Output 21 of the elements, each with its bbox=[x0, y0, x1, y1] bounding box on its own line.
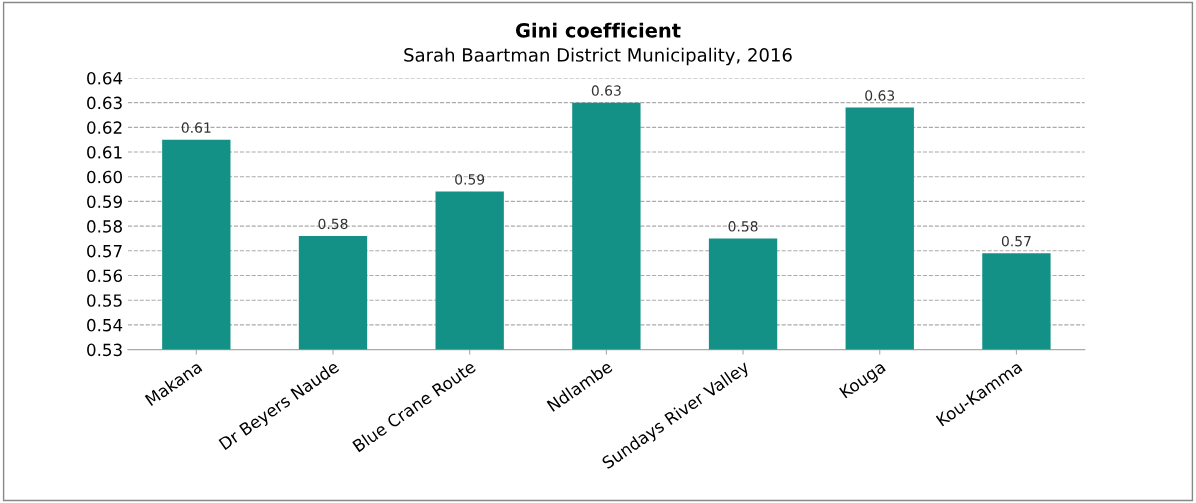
chart-title: Gini coefficient bbox=[515, 22, 681, 38]
y-tick-label: 0.64 bbox=[87, 71, 123, 85]
y-tick-label: 0.54 bbox=[87, 318, 123, 332]
data-label: 0.58 bbox=[318, 218, 348, 230]
y-tick-label: 0.60 bbox=[87, 170, 122, 184]
y-tick-label: 0.57 bbox=[87, 244, 122, 258]
data-label: 0.57 bbox=[1001, 235, 1031, 247]
chart-subtitle: Sarah Baartman District Municipality, 2016 bbox=[404, 47, 792, 66]
data-label: 0.63 bbox=[865, 90, 895, 101]
y-tick-label: 0.63 bbox=[87, 96, 122, 110]
y-tick-label: 0.61 bbox=[87, 146, 122, 159]
data-label: 0.59 bbox=[455, 174, 485, 185]
data-label: 0.61 bbox=[181, 122, 211, 133]
y-tick-label: 0.56 bbox=[87, 269, 123, 283]
y-tick-label: 0.58 bbox=[87, 220, 122, 233]
y-tick-label: 0.59 bbox=[87, 195, 122, 208]
y-tick-label: 0.53 bbox=[87, 343, 122, 357]
y-tick-label: 0.62 bbox=[87, 121, 122, 134]
y-tick-label: 0.55 bbox=[87, 294, 122, 307]
data-label: 0.58 bbox=[728, 221, 758, 232]
data-label: 0.63 bbox=[591, 85, 621, 96]
